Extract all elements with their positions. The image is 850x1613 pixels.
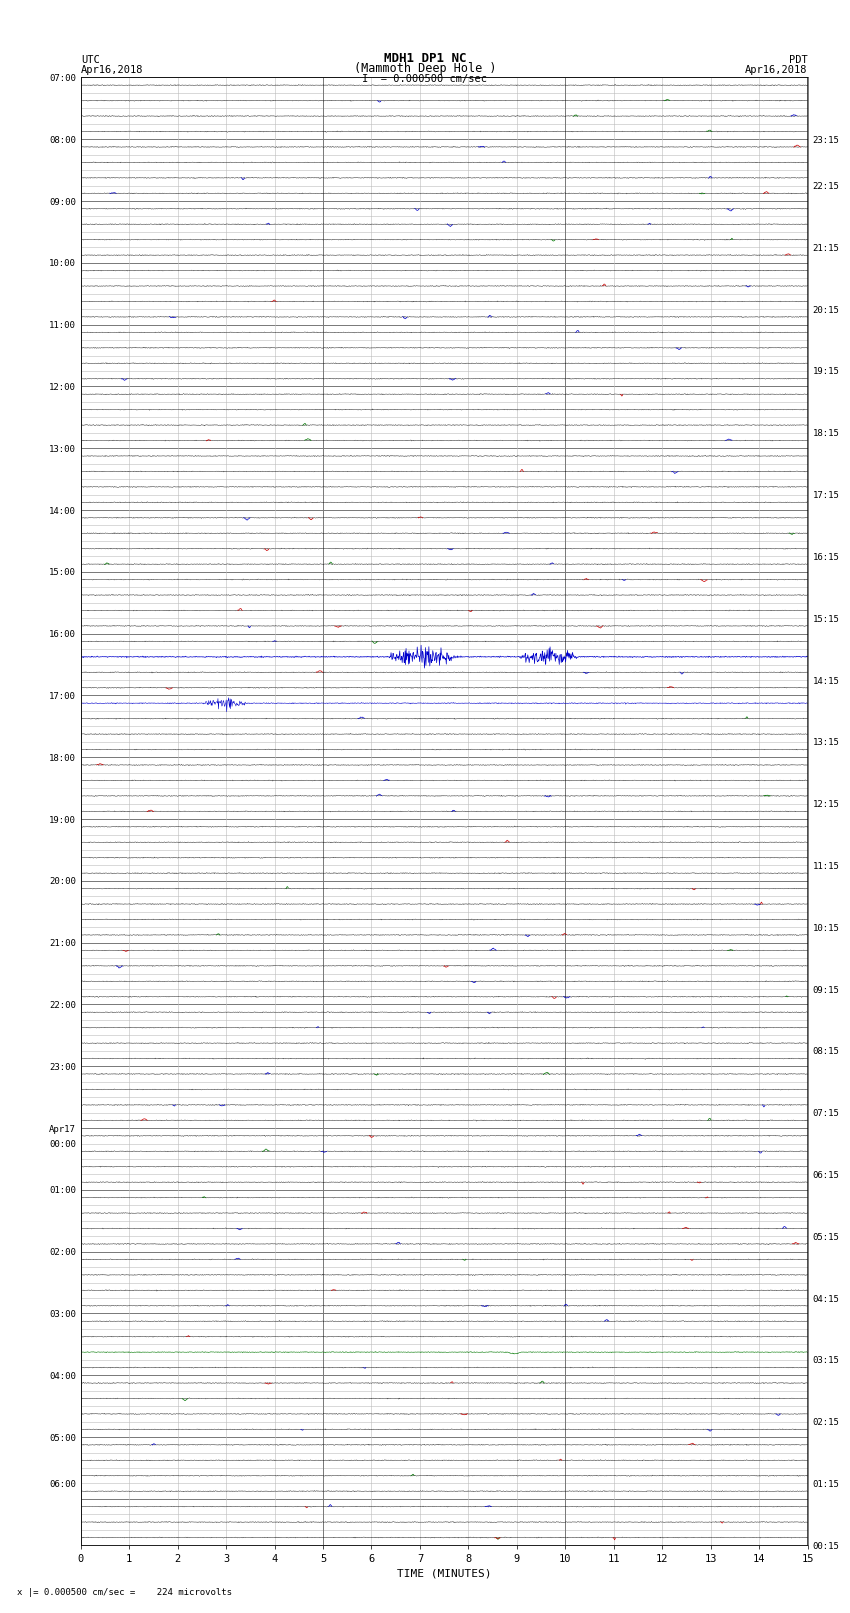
Text: Apr16,2018: Apr16,2018 — [745, 65, 808, 76]
Text: MDH1 DP1 NC: MDH1 DP1 NC — [383, 52, 467, 65]
Text: UTC: UTC — [81, 55, 99, 65]
Text: PDT: PDT — [789, 55, 808, 65]
Text: I  = 0.000500 cm/sec: I = 0.000500 cm/sec — [362, 74, 488, 84]
X-axis label: TIME (MINUTES): TIME (MINUTES) — [397, 1568, 491, 1579]
Text: (Mammoth Deep Hole ): (Mammoth Deep Hole ) — [354, 61, 496, 76]
Text: x |= 0.000500 cm/sec =    224 microvolts: x |= 0.000500 cm/sec = 224 microvolts — [17, 1587, 232, 1597]
Text: Apr16,2018: Apr16,2018 — [81, 65, 144, 76]
